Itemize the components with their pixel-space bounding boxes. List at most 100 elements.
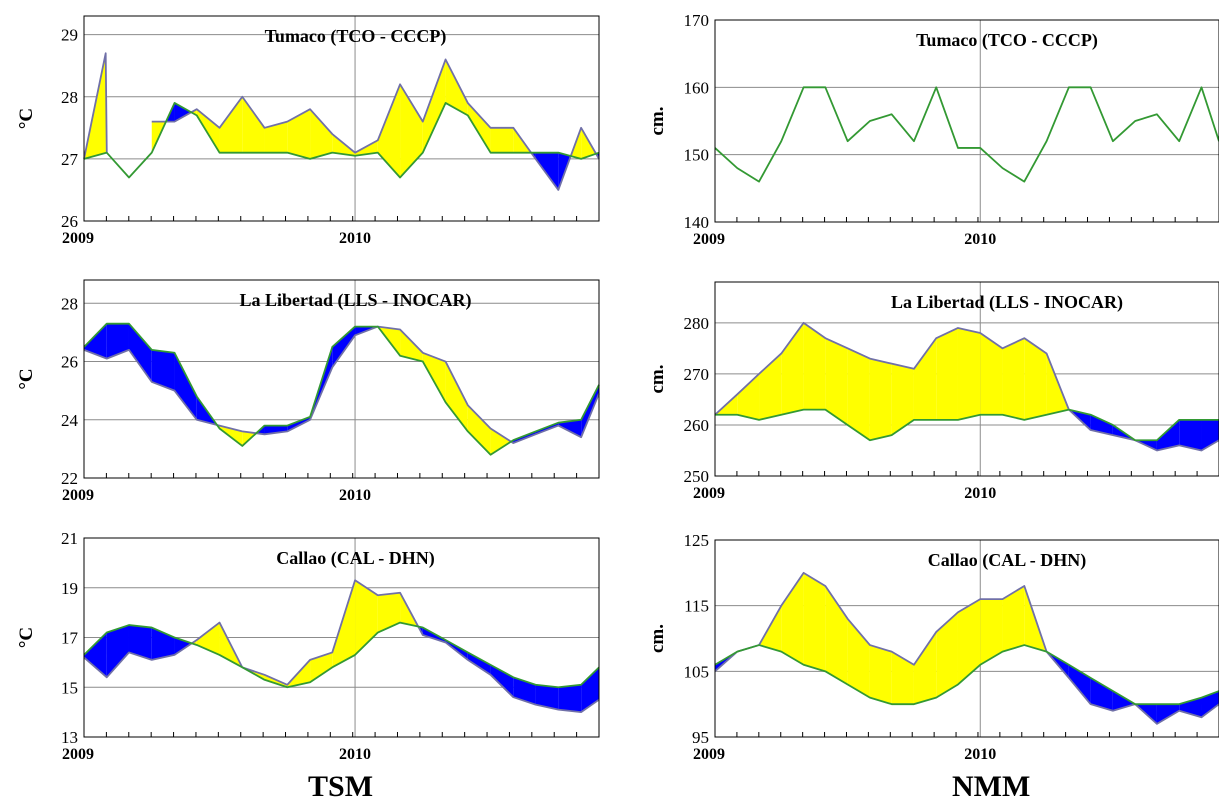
anomaly-fill-3-6 (847, 348, 870, 441)
chart-5: 95 105 115 125 2009 2010 cm. Callao (CAL - DHN) (647, 531, 1219, 763)
anomaly-fill-0-1-14 (467, 102, 491, 153)
climatology-line-4 (83, 621, 600, 689)
anomaly-fill-2-21 (558, 419, 582, 438)
anomaly-fill-4-22 (581, 667, 599, 713)
anomaly-fill-0-1-12 (422, 59, 446, 153)
anomaly-fill-4-0 (84, 632, 107, 678)
ytick-label-3-3: 280 (684, 314, 710, 333)
anomaly-fill-2-18 (490, 428, 512, 455)
ytick-label-2-2: 26 (61, 353, 78, 372)
xtick-label-2-0: 2009 (62, 487, 94, 504)
anomaly-fill-0-1-13 (445, 59, 468, 116)
anomaly-fill-4-18 (490, 664, 514, 698)
anomaly-fill-2-11 (332, 326, 356, 368)
anomaly-fill-2-15 (422, 352, 446, 403)
anomaly-fill-3-8 (891, 363, 914, 436)
anomaly-fill-3-10 (936, 327, 958, 420)
ytick-label-4-3: 19 (61, 579, 78, 598)
anomaly-fill-5-10 (936, 612, 958, 698)
xtick-label-3-0: 2009 (693, 485, 725, 502)
observed-line-5 (714, 571, 1219, 725)
anomaly-fill-5-8 (891, 651, 914, 705)
ytick-label-5-0: 95 (692, 728, 709, 747)
anomaly-fill-3-17 (1090, 414, 1113, 436)
anomaly-fill-2-4 (174, 352, 197, 420)
anomaly-fill-4-19 (513, 677, 536, 705)
anomaly-fill-2-0 (84, 323, 107, 359)
xtick-label-5-1: 2010 (964, 746, 996, 763)
anomaly-fill-2-1 (106, 323, 129, 359)
chart-title-3: La Libertad (LLS - INOCAR) (891, 292, 1123, 313)
anomaly-fill-4-12 (355, 580, 378, 655)
y-axis-label-4: °C (16, 627, 37, 648)
xtick-label-0-0: 2009 (62, 230, 94, 247)
ytick-label-2-1: 24 (61, 411, 79, 430)
anomaly-fill-0-1-10 (377, 84, 401, 178)
anomaly-fill-3-14 (1024, 338, 1047, 420)
ytick-label-1-1: 150 (684, 146, 710, 165)
climatology-line-3 (715, 408, 1219, 442)
anomaly-fill-3-20 (1156, 419, 1180, 451)
ytick-label-1-2: 160 (684, 78, 710, 97)
anomaly-fill-2-3 (151, 349, 175, 391)
anomaly-fill-5-16 (1068, 664, 1091, 705)
anomaly-fill-0-1-4 (242, 96, 265, 153)
caption-nmm: NMM (952, 770, 1031, 803)
observed-line-4 (83, 579, 600, 714)
y-axis-label-5: cm. (647, 624, 668, 653)
chart-title-4: Callao (CAL - DHN) (276, 548, 435, 569)
anomaly-fill-4-10 (310, 652, 333, 683)
ytick-label-3-2: 270 (684, 365, 710, 384)
y-axis-label-3: cm. (647, 364, 668, 393)
plot-frame-3 (714, 281, 1219, 477)
anomaly-fill-2-14 (400, 329, 423, 362)
xtick-label-1-1: 2010 (964, 231, 996, 248)
anomaly-fill-2-17 (467, 405, 491, 455)
anomaly-fill-0-1-1 (174, 102, 192, 122)
anomaly-fill-3-4 (803, 322, 826, 410)
anomaly-fill-4-13 (377, 592, 401, 633)
anomaly-fill-0-1-6 (287, 109, 311, 159)
anomaly-fill-0-1-3 (219, 96, 243, 153)
y-axis-label-0: °C (16, 108, 37, 129)
anomaly-fill-5-9 (913, 631, 937, 705)
climatology-line-2 (83, 322, 600, 456)
ytick-label-4-1: 15 (61, 678, 78, 697)
chart-title-2: La Libertad (LLS - INOCAR) (239, 290, 471, 311)
xtick-label-2-1: 2010 (339, 487, 371, 504)
anomaly-fill-3-5 (825, 338, 848, 425)
anomaly-fill-3-22 (1201, 419, 1219, 451)
anomaly-fill-4-21 (558, 684, 582, 713)
xtick-label-0-1: 2010 (339, 230, 371, 247)
observed-line-0-0 (83, 52, 108, 160)
ytick-label-4-0: 13 (61, 728, 78, 747)
anomaly-fill-4-2 (128, 625, 152, 660)
anomaly-fill-3-11 (957, 327, 981, 420)
observed-line-3 (714, 321, 1219, 452)
anomaly-fill-4-20 (535, 684, 559, 710)
anomaly-fill-5-13 (1002, 585, 1025, 652)
plot-area-0 (83, 15, 600, 222)
plot-frame-2 (83, 279, 600, 479)
anomaly-fill-2-16 (445, 361, 468, 432)
ytick-label-0-3: 29 (61, 26, 78, 45)
anomaly-fill-4-1 (106, 625, 129, 678)
ytick-label-5-2: 115 (684, 597, 709, 616)
ytick-label-1-0: 140 (684, 213, 710, 232)
chart-title-1: Tumaco (TCO - CCCP) (916, 30, 1098, 51)
anomaly-fill-0-1-5 (264, 121, 288, 153)
xtick-label-5-0: 2009 (693, 746, 725, 763)
xtick-label-4-0: 2009 (62, 746, 94, 763)
ytick-label-0-0: 26 (61, 212, 78, 231)
ytick-label-3-1: 260 (684, 416, 710, 435)
anomaly-fill-4-11 (332, 580, 356, 668)
anomaly-fill-0-1-7 (310, 109, 333, 159)
chart-1: 140 150 160 170 2009 2010 cm. Tumaco (TCO - CCC… (647, 11, 1219, 248)
anomaly-fill-0-1-17 (535, 152, 559, 190)
anomaly-fill-0-1-11 (400, 84, 423, 178)
ytick-label-5-3: 125 (684, 531, 710, 550)
ytick-label-0-2: 28 (61, 88, 78, 107)
ytick-label-4-4: 21 (61, 529, 78, 548)
anomaly-fill-0-1-15 (490, 127, 514, 153)
climatology-line-5 (714, 644, 1219, 706)
